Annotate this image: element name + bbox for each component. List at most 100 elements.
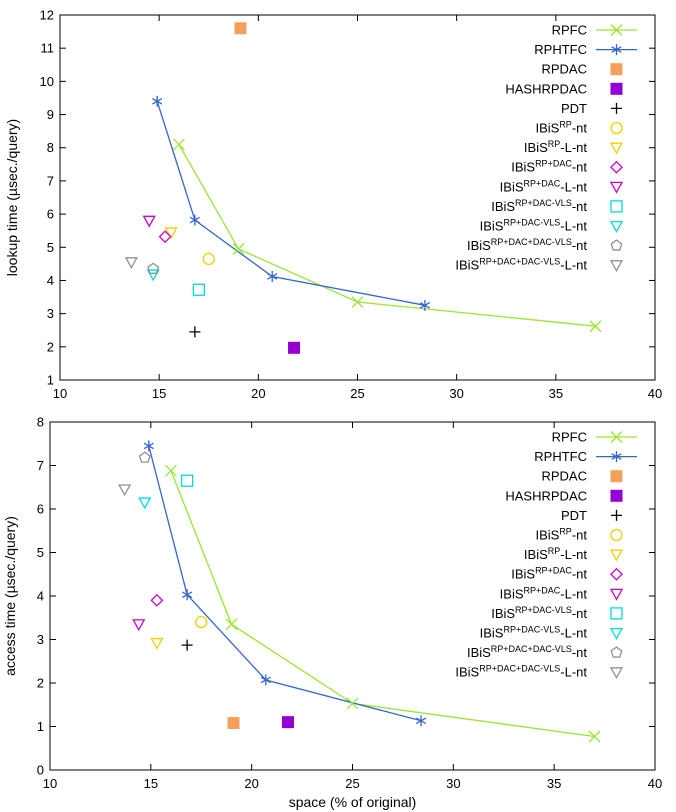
y-axis-label: lookup time (µsec./query)	[4, 119, 20, 276]
legend-marker	[610, 431, 623, 443]
x-tick-label: 20	[251, 386, 265, 401]
y-tick-label: 4	[37, 589, 44, 604]
legend-label: PDT	[561, 101, 587, 116]
data-point	[232, 242, 245, 255]
x-tick-label: 40	[648, 386, 662, 401]
y-tick-label: 0	[37, 763, 44, 778]
data-point	[227, 717, 240, 730]
legend-label: IBiSRP+DAC+DAC-VLS-L-nt	[455, 257, 587, 273]
x-tick-label: 30	[446, 776, 460, 791]
legend-label: RPFC	[552, 23, 587, 38]
y-tick-label: 1	[47, 373, 54, 388]
legend-label: IBiSRP-nt	[535, 120, 587, 136]
data-point	[138, 497, 152, 510]
y-tick-label: 2	[47, 339, 54, 354]
data-point	[181, 639, 193, 651]
x-tick-label: 25	[345, 776, 359, 791]
legend-label: IBiSRP+DAC+DAC-VLS-nt	[467, 644, 587, 660]
data-point	[288, 341, 301, 354]
y-tick-label: 2	[37, 676, 44, 691]
legend-label: RPFC	[552, 430, 587, 445]
legend-marker	[610, 200, 623, 213]
legend-label: IBiSRP+DAC-VLS-L-nt	[480, 625, 588, 641]
y-tick-label: 7	[47, 173, 54, 188]
legend-marker	[609, 260, 624, 273]
series-line	[178, 144, 596, 327]
data-point	[589, 320, 602, 333]
data-point	[182, 589, 193, 601]
data-point	[260, 674, 271, 686]
legend-label: IBiSRP+DAC+DAC-VLS-nt	[467, 237, 587, 253]
y-tick-label: 6	[47, 207, 54, 222]
x-tick-label: 10	[43, 776, 57, 791]
y-tick-label: 4	[47, 273, 54, 288]
legend-marker	[610, 646, 623, 658]
legend-marker	[610, 567, 623, 581]
x-tick-label: 20	[244, 776, 258, 791]
legend-label: IBiSRP+DAC-L-nt	[500, 585, 588, 601]
legend-label: IBiSRP+DAC-VLS-nt	[491, 198, 587, 214]
legend: RPFC RPHTFC RPDAC HASHRPDAC PDT IBiSRP-nt IBiS…	[455, 430, 637, 680]
legend-marker	[611, 509, 622, 521]
data-point	[180, 474, 194, 487]
data-point	[234, 22, 247, 35]
data-point	[192, 283, 205, 296]
legend-marker	[609, 549, 624, 562]
legend-marker	[611, 451, 622, 463]
data-point	[419, 299, 431, 311]
x-tick-label: 10	[53, 386, 67, 401]
legend-marker	[610, 528, 623, 542]
x-axis-label: space (% of original)	[289, 794, 417, 810]
x-tick-label: 25	[350, 386, 364, 401]
y-tick-label: 6	[37, 502, 44, 517]
data-point	[152, 95, 163, 107]
legend-label: IBiSRP+DAC-VLS-nt	[491, 605, 587, 621]
data-point	[415, 715, 427, 727]
data-point	[124, 257, 139, 270]
legend-label: RPDAC	[541, 62, 587, 77]
data-point	[189, 326, 201, 338]
legend-marker	[610, 470, 623, 483]
y-axis-label: access time (µsec./query)	[2, 516, 18, 676]
y-tick-label: 5	[37, 545, 44, 560]
x-tick-label: 30	[449, 386, 463, 401]
legend-label: IBiSRP+DAC-L-nt	[500, 178, 588, 194]
data-point	[195, 615, 208, 629]
y-tick-label: 12	[40, 8, 54, 23]
y-tick-label: 11	[41, 41, 55, 56]
legend-label: IBiSRP-nt	[535, 527, 587, 543]
legend-label: RPHTFC	[534, 449, 587, 464]
legend-label: IBiSRP-L-nt	[524, 139, 587, 155]
data-point	[147, 262, 160, 274]
data-point	[351, 296, 364, 308]
y-tick-label: 7	[37, 458, 44, 473]
legend-label: IBiSRP-L-nt	[524, 546, 587, 562]
legend-marker	[610, 63, 623, 76]
data-point	[118, 484, 132, 497]
x-tick-label: 15	[144, 776, 158, 791]
legend-label: IBiSRP+DAC-VLS-L-nt	[480, 218, 588, 234]
data-point	[146, 269, 160, 282]
legend-label: IBiSRP+DAC-nt	[511, 159, 587, 175]
data-point	[267, 270, 278, 282]
data-point	[165, 464, 177, 477]
legend-label: RPDAC	[541, 469, 587, 484]
data-point	[173, 138, 185, 151]
data-point	[189, 214, 200, 226]
legend-marker	[610, 239, 623, 251]
data-point	[143, 440, 154, 452]
legend-label: HASHRPDAC	[505, 81, 587, 96]
data-point	[150, 637, 164, 650]
data-point	[164, 227, 178, 240]
legend-marker	[611, 102, 622, 114]
legend-label: HASHRPDAC	[505, 488, 587, 503]
y-tick-label: 9	[47, 107, 54, 122]
legend-marker	[609, 627, 624, 640]
y-tick-label: 10	[40, 74, 54, 89]
data-point	[588, 730, 601, 743]
legend-marker	[610, 82, 623, 95]
legend-marker	[609, 667, 624, 680]
x-tick-label: 35	[547, 776, 561, 791]
